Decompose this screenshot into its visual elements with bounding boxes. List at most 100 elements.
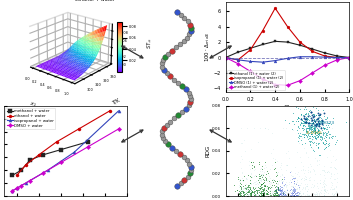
Point <box>309 134 315 138</box>
Point <box>312 124 317 127</box>
Point <box>307 134 313 138</box>
Point <box>324 115 330 118</box>
Point <box>238 190 244 193</box>
Point <box>298 113 303 116</box>
Point <box>280 192 285 195</box>
Point <box>257 168 263 171</box>
Point <box>308 132 314 135</box>
Point <box>328 165 334 169</box>
ethanol (1) + water (2) <box>347 56 352 59</box>
Point <box>291 178 297 181</box>
Point <box>290 119 296 122</box>
Point <box>315 124 321 128</box>
Point <box>333 166 338 169</box>
Point <box>316 123 322 126</box>
Point <box>276 181 281 185</box>
Point <box>317 172 323 175</box>
Point <box>263 188 269 192</box>
Point <box>277 165 283 168</box>
Point <box>270 180 276 183</box>
Point <box>312 132 317 135</box>
Point <box>312 132 317 135</box>
Point <box>311 117 316 121</box>
Point <box>311 127 316 130</box>
Point <box>310 122 315 125</box>
Point <box>261 188 266 191</box>
Point <box>311 124 317 128</box>
Point <box>305 187 311 190</box>
Point <box>300 191 306 195</box>
Point <box>257 194 263 197</box>
Point <box>317 132 323 135</box>
Point <box>259 194 265 197</box>
Point <box>315 189 321 193</box>
Point <box>319 123 325 126</box>
Point <box>318 134 324 137</box>
Point <box>261 170 267 173</box>
Point <box>305 136 310 139</box>
Point <box>257 179 263 182</box>
Point <box>323 142 328 145</box>
Point <box>316 159 322 162</box>
Point <box>258 186 264 189</box>
Point <box>303 117 309 120</box>
Point <box>310 127 315 130</box>
Point <box>247 182 253 185</box>
Point <box>272 188 278 191</box>
Line: DMSO (1) + water (2): DMSO (1) + water (2) <box>224 55 351 64</box>
Point <box>319 121 324 124</box>
Point <box>237 181 243 184</box>
Point <box>296 192 302 195</box>
Point <box>238 185 244 188</box>
Point <box>279 161 284 164</box>
Point <box>317 138 322 141</box>
Point <box>311 193 317 196</box>
Point <box>275 186 281 189</box>
Point <box>294 191 300 195</box>
Point <box>321 180 326 184</box>
Point <box>264 192 270 195</box>
Point <box>311 183 317 186</box>
Point <box>276 187 281 191</box>
Point <box>243 176 249 179</box>
Point <box>320 127 326 130</box>
Point <box>238 127 244 130</box>
Point <box>236 175 241 178</box>
Point <box>254 191 260 194</box>
Point <box>311 149 316 152</box>
Point <box>274 190 280 194</box>
Point <box>261 191 267 195</box>
Point <box>295 136 301 139</box>
Point <box>259 185 265 189</box>
Point <box>291 193 297 196</box>
Point <box>262 175 268 179</box>
Point <box>324 124 329 127</box>
Point <box>313 124 319 127</box>
Point <box>256 173 262 176</box>
Point <box>277 174 282 178</box>
Point <box>288 188 294 191</box>
Point <box>260 177 266 180</box>
Point <box>275 188 281 191</box>
Point <box>275 187 280 190</box>
Point <box>307 175 313 178</box>
Point <box>275 189 281 192</box>
Point <box>266 180 272 183</box>
Point <box>262 127 268 130</box>
Point <box>292 192 298 196</box>
Point <box>299 122 304 125</box>
Point <box>318 135 324 138</box>
Point <box>259 176 264 179</box>
Point <box>301 108 307 111</box>
Point <box>303 177 308 180</box>
Point <box>328 181 334 184</box>
Point <box>289 177 295 181</box>
Point <box>287 156 292 159</box>
Point <box>293 183 299 186</box>
Line: ethanol (1) + water (2): ethanol (1) + water (2) <box>224 40 351 59</box>
Point <box>295 139 301 142</box>
Point <box>309 146 315 149</box>
methanol (1) + water (2) <box>323 64 327 66</box>
Point <box>324 131 330 135</box>
Point <box>332 191 338 194</box>
